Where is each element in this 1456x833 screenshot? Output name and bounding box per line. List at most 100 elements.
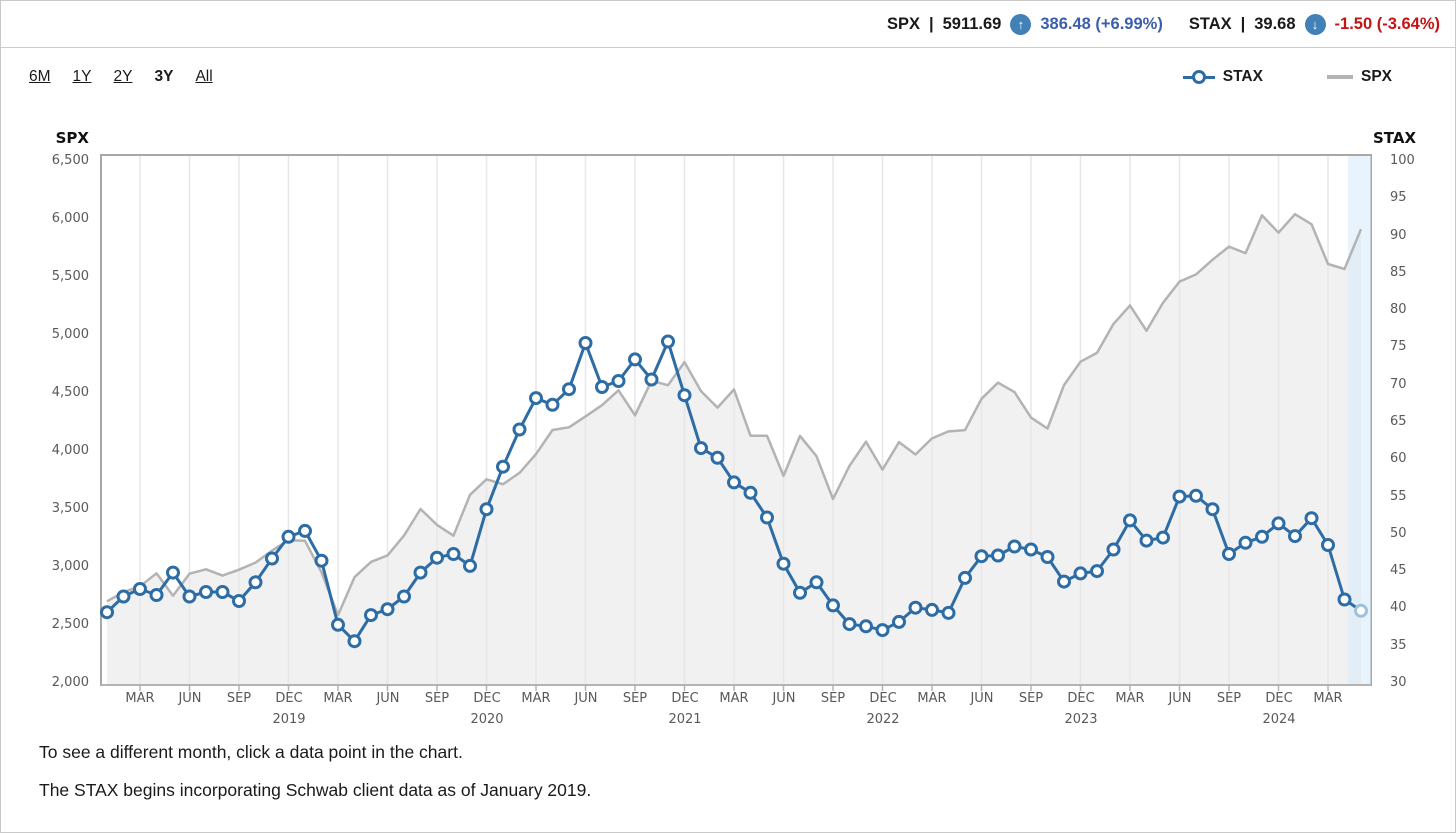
legend-item-stax[interactable]: STAX <box>1182 68 1263 86</box>
spx-change: 386.48 (+6.99%) <box>1040 14 1163 33</box>
stax-data-point[interactable] <box>1106 542 1121 557</box>
x-axis-year-label: 2023 <box>1064 712 1098 727</box>
stax-data-point[interactable] <box>314 553 329 568</box>
stax-data-point[interactable] <box>1222 547 1236 561</box>
x-axis-month-label: MAR <box>125 691 155 706</box>
stax-data-point[interactable] <box>397 589 411 604</box>
stax-data-point[interactable] <box>1090 564 1104 579</box>
stax-data-point[interactable] <box>133 582 147 596</box>
stax-data-point[interactable] <box>479 502 494 517</box>
stax-data-point[interactable] <box>991 548 1005 563</box>
stax-data-point[interactable] <box>941 605 956 620</box>
x-axis-month-label: JUN <box>178 691 202 706</box>
stax-data-point[interactable] <box>1172 489 1187 504</box>
stax-data-point[interactable] <box>413 565 428 580</box>
stax-data-point[interactable] <box>545 397 560 412</box>
stax-data-point[interactable] <box>529 391 543 406</box>
stax-data-point[interactable] <box>1189 488 1203 503</box>
stax-data-point[interactable] <box>364 608 378 623</box>
range-1y[interactable]: 1Y <box>72 68 92 85</box>
stax-data-point[interactable] <box>1271 516 1286 531</box>
stax-data-point[interactable] <box>793 585 807 600</box>
stax-data-point[interactable] <box>265 551 279 566</box>
stax-data-point[interactable] <box>100 605 114 620</box>
range-2y[interactable]: 2Y <box>113 68 133 85</box>
stax-data-point[interactable] <box>677 388 692 403</box>
stax-data-point[interactable] <box>1321 538 1335 552</box>
stax-data-point[interactable] <box>1024 542 1038 557</box>
stax-data-point[interactable] <box>380 602 395 617</box>
stax-data-point[interactable] <box>1205 502 1220 517</box>
stax-data-point[interactable] <box>958 570 972 585</box>
stax-data-point[interactable] <box>166 565 180 580</box>
stax-data-point[interactable] <box>908 600 923 615</box>
stax-data-point[interactable] <box>875 623 890 638</box>
stax-data-point[interactable] <box>776 556 791 571</box>
stax-data-point[interactable] <box>595 380 609 394</box>
x-axis-month-label: MAR <box>719 691 749 706</box>
stax-data-point[interactable] <box>1304 511 1319 526</box>
stax-data-point[interactable] <box>1007 539 1022 554</box>
legend-label-stax: STAX <box>1222 68 1263 85</box>
stax-data-point[interactable] <box>644 372 659 387</box>
stax-data-point[interactable] <box>562 382 576 397</box>
x-axis-month-label: SEP <box>622 691 648 706</box>
stax-data-point[interactable] <box>199 585 213 599</box>
stax-data-point[interactable] <box>1139 533 1154 548</box>
stax-data-point[interactable] <box>628 352 642 367</box>
stax-data-point[interactable] <box>116 589 131 604</box>
stax-data-point[interactable] <box>743 485 758 500</box>
stax-data-point[interactable] <box>1337 592 1352 607</box>
stax-data-point[interactable] <box>463 558 477 573</box>
stax-price: 39.68 <box>1254 14 1296 33</box>
right-axis-tick: 35 <box>1390 638 1407 653</box>
stax-data-point[interactable] <box>232 594 246 608</box>
stax-data-point[interactable] <box>809 575 824 590</box>
left-axis-tick: 6,000 <box>51 211 89 226</box>
stax-data-point[interactable] <box>347 634 362 649</box>
stax-data-point[interactable] <box>215 585 230 599</box>
stax-data-point[interactable] <box>760 510 774 525</box>
stax-data-point[interactable] <box>1288 529 1302 544</box>
stax-data-point[interactable] <box>974 549 989 564</box>
stax-data-point[interactable] <box>1123 513 1137 528</box>
x-axis-month-label: DEC <box>671 691 699 706</box>
stax-data-point[interactable] <box>892 614 906 629</box>
stax-data-point[interactable] <box>1040 550 1055 564</box>
stax-data-point[interactable] <box>430 550 444 565</box>
stax-data-point[interactable] <box>1073 566 1088 581</box>
stax-data-point[interactable] <box>842 617 857 632</box>
stax-data-point[interactable] <box>1238 535 1253 550</box>
stax-data-point[interactable] <box>182 589 197 604</box>
stax-data-point[interactable] <box>1255 529 1269 544</box>
stax-data-point[interactable] <box>710 450 725 465</box>
stax-data-point[interactable] <box>578 336 593 350</box>
stax-data-point[interactable] <box>446 547 461 561</box>
x-axis-year-label: 2019 <box>272 712 306 727</box>
stax-data-point[interactable] <box>694 441 708 456</box>
x-axis-month-label: MAR <box>521 691 551 706</box>
stax-data-point[interactable] <box>281 529 296 544</box>
stax-data-point[interactable] <box>925 602 939 617</box>
stax-data-point[interactable] <box>826 598 840 613</box>
stax-data-point[interactable] <box>331 617 345 632</box>
range-selector: 6M 1Y 2Y 3Y All <box>29 68 213 86</box>
chart-plot-area[interactable] <box>100 154 1372 691</box>
stax-data-point[interactable] <box>512 422 527 437</box>
range-3y-selected[interactable]: 3Y <box>154 68 174 85</box>
range-all[interactable]: All <box>195 68 213 85</box>
legend-item-spx[interactable]: SPX <box>1326 68 1392 86</box>
stax-data-point[interactable] <box>727 475 741 490</box>
stax-data-point[interactable] <box>1354 603 1368 618</box>
stax-data-point[interactable] <box>248 575 263 590</box>
legend-label-spx: SPX <box>1360 68 1392 85</box>
stax-data-point[interactable] <box>496 459 510 474</box>
stax-data-point[interactable] <box>149 588 164 602</box>
stax-data-point[interactable] <box>859 619 873 634</box>
stax-data-point[interactable] <box>1057 574 1071 589</box>
stax-data-point[interactable] <box>298 523 312 538</box>
range-6m[interactable]: 6M <box>29 68 51 85</box>
stax-data-point[interactable] <box>611 374 626 388</box>
stax-data-point[interactable] <box>661 334 675 349</box>
stax-data-point[interactable] <box>1156 530 1170 545</box>
